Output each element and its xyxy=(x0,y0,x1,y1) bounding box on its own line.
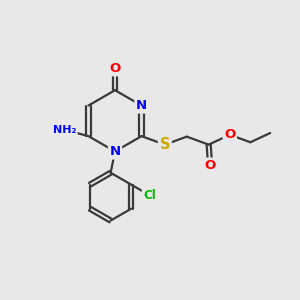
Text: S: S xyxy=(160,137,170,152)
Text: NH₂: NH₂ xyxy=(53,125,76,135)
Text: O: O xyxy=(205,159,216,172)
Text: O: O xyxy=(110,62,121,75)
Text: Cl: Cl xyxy=(143,189,156,202)
Text: O: O xyxy=(224,128,236,141)
Text: N: N xyxy=(136,99,147,112)
Text: N: N xyxy=(110,145,121,158)
